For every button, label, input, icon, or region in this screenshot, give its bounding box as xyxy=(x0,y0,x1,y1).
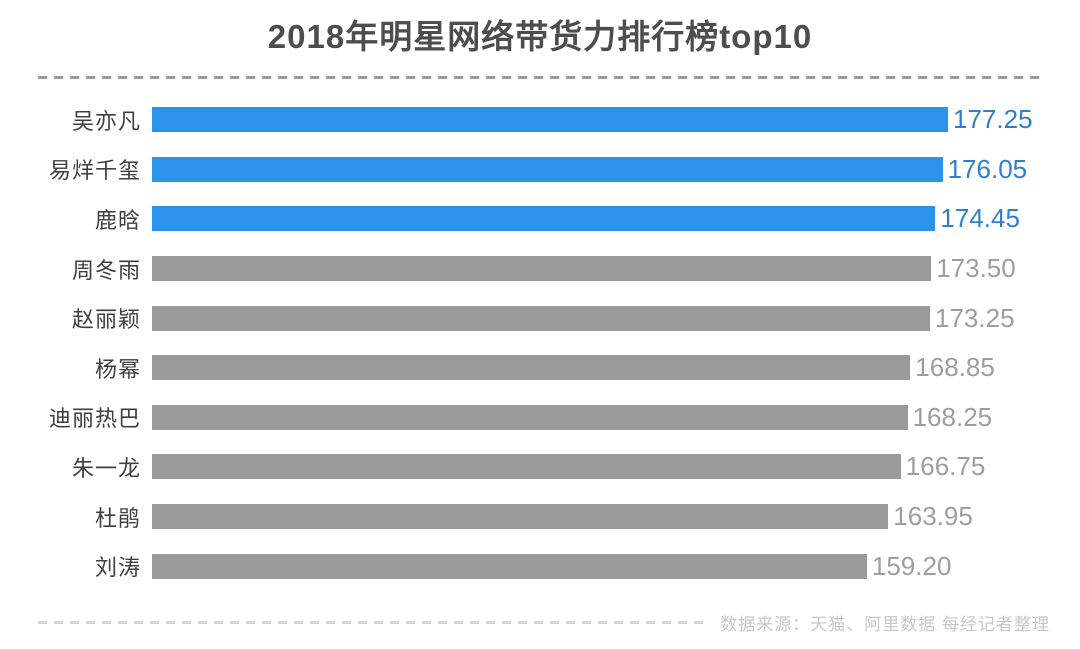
bar xyxy=(152,553,867,579)
bar xyxy=(152,454,901,480)
chart-row: 易烊千玺 176.05 xyxy=(0,145,1080,195)
chart-row: 刘涛 159.20 xyxy=(0,541,1080,591)
chart-row: 杨幂 168.85 xyxy=(0,343,1080,393)
category-label: 易烊千玺 xyxy=(48,158,141,184)
chart-row: 杜鹃 163.95 xyxy=(0,492,1080,542)
data-source-note: 数据来源：天猫、阿里数据 每经记者整理 xyxy=(720,615,1050,634)
category-label: 鹿晗 xyxy=(94,207,141,233)
bar-value: 163.95 xyxy=(893,501,973,532)
bar-value: 168.25 xyxy=(912,401,993,432)
category-label: 吴亦凡 xyxy=(71,108,141,134)
bar xyxy=(152,206,936,232)
category-label: 杜鹃 xyxy=(94,505,141,531)
chart-row: 吴亦凡 177.25 xyxy=(0,95,1080,145)
chart-title: 2018年明星网络带货力排行榜top10 xyxy=(267,18,813,55)
chart-row: 迪丽热巴 168.25 xyxy=(0,393,1080,443)
bar-value: 177.25 xyxy=(953,104,1033,135)
category-label: 赵丽颖 xyxy=(71,307,141,333)
bar xyxy=(152,107,948,133)
category-label: 周冬雨 xyxy=(71,257,141,283)
bar xyxy=(152,355,911,381)
category-label: 杨幂 xyxy=(94,356,141,382)
bar xyxy=(152,256,932,282)
bar-value: 174.45 xyxy=(940,203,1020,234)
bar-value: 173.50 xyxy=(936,253,1016,284)
bar-value: 166.75 xyxy=(905,451,986,482)
bar xyxy=(152,305,930,331)
bar-value: 168.85 xyxy=(915,352,995,383)
bar-value: 159.20 xyxy=(871,550,952,581)
category-label: 迪丽热巴 xyxy=(48,406,141,432)
bar xyxy=(152,156,943,182)
category-label: 朱一龙 xyxy=(71,455,141,481)
chart-row: 周冬雨 173.50 xyxy=(0,244,1080,294)
chart-row: 赵丽颖 173.25 xyxy=(0,293,1080,343)
bar-value: 176.05 xyxy=(947,153,1028,184)
category-label: 刘涛 xyxy=(94,555,141,581)
bar-chart: 吴亦凡 177.25 易烊千玺 176.05 鹿晗 174.45 周冬雨 173… xyxy=(0,95,1080,591)
top-dashed-divider xyxy=(38,76,1042,79)
bar xyxy=(152,404,908,430)
bottom-dashed-divider xyxy=(38,621,705,624)
chart-row: 鹿晗 174.45 xyxy=(0,194,1080,244)
chart-footer: 数据来源：天猫、阿里数据 每经记者整理 xyxy=(38,610,1050,635)
chart-row: 朱一龙 166.75 xyxy=(0,442,1080,492)
bar xyxy=(152,504,889,530)
bar-value: 173.25 xyxy=(935,302,1015,333)
